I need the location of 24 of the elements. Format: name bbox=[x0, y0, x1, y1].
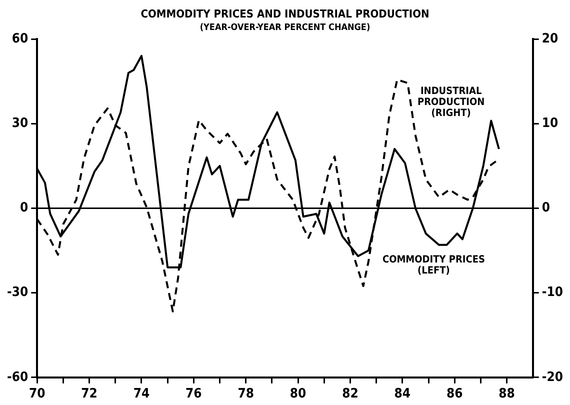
y2-tick-label: 20 bbox=[542, 31, 558, 46]
y2-tick-label: -10 bbox=[542, 285, 564, 300]
y-tick-label: -60 bbox=[6, 370, 28, 385]
x-tick-label: 74 bbox=[133, 386, 150, 402]
y2-tick-label: -20 bbox=[542, 370, 564, 385]
x-tick-label: 78 bbox=[238, 386, 254, 402]
y-tick-label: -30 bbox=[6, 285, 28, 300]
y-tick-label: 60 bbox=[12, 31, 28, 46]
x-tick-label: 70 bbox=[28, 386, 46, 402]
series-label: COMMODITY PRICES (LEFT) bbox=[382, 254, 485, 276]
chart-title: COMMODITY PRICES AND INDUSTRIAL PRODUCTION bbox=[140, 7, 430, 20]
x-tick-label: 82 bbox=[342, 386, 358, 402]
y-tick-label: 30 bbox=[12, 116, 28, 131]
x-tick-label: 86 bbox=[446, 386, 463, 402]
series-label: INDUSTRIAL PRODUCTION (RIGHT) bbox=[417, 86, 485, 119]
y2-tick-label: 0 bbox=[542, 200, 550, 216]
chart-subtitle: (YEAR-OVER-YEAR PERCENT CHANGE) bbox=[200, 22, 370, 33]
x-tick-label: 76 bbox=[186, 386, 202, 402]
x-tick-label: 72 bbox=[81, 386, 98, 402]
y2-tick-label: 10 bbox=[542, 116, 558, 131]
x-tick-label: 88 bbox=[498, 386, 515, 402]
y-tick-label: 0 bbox=[20, 200, 28, 216]
x-tick-label: 84 bbox=[394, 386, 411, 402]
x-tick-label: 80 bbox=[290, 386, 306, 402]
